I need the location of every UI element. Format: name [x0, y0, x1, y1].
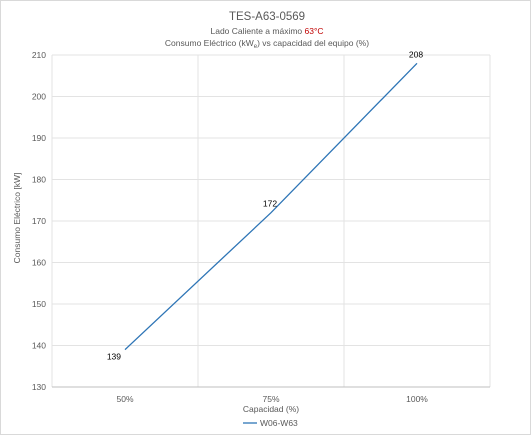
- data-label: 172: [263, 199, 277, 209]
- chart-subtitle-2: Consumo Eléctrico (kWe) vs capacidad del…: [165, 38, 369, 50]
- subtitle-1-temperature: 63°C: [305, 26, 324, 36]
- data-label: 139: [107, 352, 121, 362]
- y-tick-label: 190: [32, 133, 46, 143]
- y-tick-label: 150: [32, 299, 46, 309]
- tick-labels: 130 140 150 160 170 180 190 200 210 50% 75% 100%: [32, 50, 428, 404]
- y-tick-label: 180: [32, 175, 46, 185]
- y-axis-title: Consumo Eléctrico [kW]: [12, 173, 22, 264]
- legend: W06-W63: [243, 418, 298, 428]
- y-tick-label: 200: [32, 92, 46, 102]
- y-tick-label: 170: [32, 216, 46, 226]
- x-tick-label: 50%: [116, 394, 133, 404]
- subtitle-2-part-a: Consumo Eléctrico (kW: [165, 38, 254, 48]
- y-tick-label: 160: [32, 258, 46, 268]
- y-tick-label: 210: [32, 50, 46, 60]
- x-tick-label: 100%: [406, 394, 428, 404]
- x-tick-label: 75%: [262, 394, 279, 404]
- data-label: 208: [409, 49, 423, 59]
- y-tick-label: 140: [32, 341, 46, 351]
- y-tick-label: 130: [32, 382, 46, 392]
- chart-title: TES-A63-0569: [229, 11, 305, 23]
- legend-label-w06-w63: W06-W63: [260, 418, 298, 428]
- gridlines: [52, 55, 490, 387]
- subtitle-2-part-b: ) vs capacidad del equipo (%): [257, 38, 369, 48]
- x-axis-title: Capacidad (%): [243, 404, 299, 414]
- subtitle-1-prefix: Lado Caliente a máximo: [210, 26, 304, 36]
- chart-subtitle-1: Lado Caliente a máximo 63°C: [210, 26, 323, 36]
